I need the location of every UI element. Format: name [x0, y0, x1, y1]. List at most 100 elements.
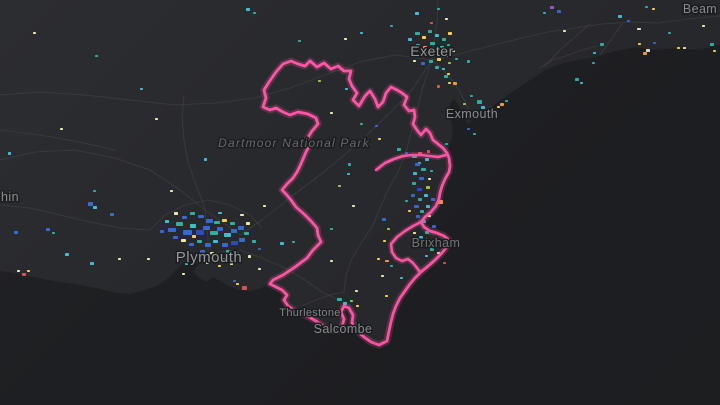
- data-dot: [397, 148, 401, 151]
- data-dot: [453, 82, 457, 85]
- road-line: [239, 59, 433, 236]
- data-dot: [702, 25, 705, 27]
- data-dot: [330, 112, 333, 114]
- data-dot: [214, 221, 220, 224]
- data-dot: [426, 186, 430, 189]
- data-dot: [93, 190, 96, 192]
- data-dot: [352, 205, 355, 207]
- data-dot: [473, 133, 476, 135]
- data-dot: [222, 243, 228, 247]
- data-dot: [677, 47, 680, 49]
- data-dot: [33, 32, 36, 34]
- data-dot: [383, 240, 386, 242]
- data-dot: [200, 250, 205, 253]
- data-dot: [88, 202, 93, 206]
- data-dot: [421, 168, 426, 171]
- data-dot: [345, 88, 348, 90]
- place-label: Exeter: [410, 43, 453, 59]
- data-dot: [424, 194, 428, 197]
- data-dot: [140, 88, 143, 90]
- data-dot: [420, 210, 424, 213]
- place-label: Thurlestone: [279, 307, 340, 319]
- data-dot: [505, 100, 508, 102]
- data-dot: [218, 212, 222, 214]
- data-dot: [206, 219, 213, 223]
- place-label: Salcombe: [314, 322, 373, 336]
- data-dot: [448, 62, 451, 64]
- road-line: [0, 129, 116, 151]
- data-dot: [217, 227, 223, 231]
- data-dot: [258, 268, 261, 270]
- data-dot: [408, 38, 412, 41]
- data-dot: [415, 12, 419, 15]
- road-line: [181, 94, 206, 209]
- data-dot: [432, 225, 436, 228]
- data-dot: [238, 226, 244, 230]
- place-label: Brixham: [412, 236, 461, 250]
- road-line: [599, 23, 623, 56]
- data-dot: [467, 128, 470, 130]
- data-dot: [412, 182, 416, 185]
- data-dot: [405, 152, 408, 154]
- data-dot: [350, 300, 353, 302]
- road-line: [431, 15, 720, 61]
- data-dot: [330, 228, 333, 230]
- data-dot: [425, 231, 429, 234]
- data-dot: [233, 280, 236, 282]
- data-dot: [418, 54, 423, 57]
- data-dot: [646, 49, 650, 52]
- data-dot: [668, 32, 671, 34]
- data-dot: [385, 260, 389, 262]
- data-dot: [246, 8, 250, 11]
- data-dot: [93, 206, 97, 209]
- data-dot: [14, 231, 18, 234]
- data-dot: [240, 214, 244, 216]
- data-dot: [437, 58, 441, 61]
- data-dot: [236, 283, 239, 285]
- data-dot: [170, 190, 173, 192]
- place-labels-layer: Exeter Exmouth Plymouth Dartmoor National P…: [0, 1, 718, 338]
- data-dot: [415, 163, 420, 166]
- data-dot: [222, 258, 225, 260]
- data-dot: [344, 38, 347, 40]
- data-dot: [425, 255, 428, 257]
- data-dot: [22, 273, 26, 276]
- data-dot: [710, 43, 714, 46]
- data-dot: [442, 68, 445, 70]
- data-dot: [563, 30, 566, 32]
- data-dot: [387, 228, 390, 230]
- data-dots-layer: [8, 6, 716, 307]
- data-dot: [447, 73, 450, 75]
- data-dot: [239, 238, 245, 242]
- data-dot: [348, 163, 351, 166]
- data-dot: [377, 258, 380, 260]
- data-dot: [477, 100, 482, 104]
- road-line: [301, 291, 345, 307]
- data-dot: [430, 248, 434, 251]
- data-dot: [543, 12, 546, 14]
- data-dot: [155, 118, 158, 120]
- data-dot: [431, 198, 435, 201]
- sea-shape: [0, 44, 720, 405]
- road-line: [544, 23, 591, 67]
- data-dot: [253, 12, 256, 14]
- data-dot: [203, 226, 210, 230]
- road-line: [239, 249, 339, 301]
- data-dot: [428, 30, 432, 33]
- data-dot: [593, 52, 596, 54]
- data-dot: [213, 240, 218, 243]
- data-dot: [653, 42, 656, 44]
- data-dot: [500, 103, 504, 106]
- data-dot: [210, 231, 218, 235]
- data-dot: [160, 230, 164, 233]
- data-dot: [575, 78, 579, 81]
- data-dot: [189, 243, 194, 246]
- data-dot: [190, 212, 195, 215]
- data-dot: [690, 8, 693, 10]
- data-dot: [443, 262, 446, 264]
- road-line: [539, 45, 599, 69]
- data-dot: [428, 178, 431, 180]
- data-dot: [60, 128, 63, 130]
